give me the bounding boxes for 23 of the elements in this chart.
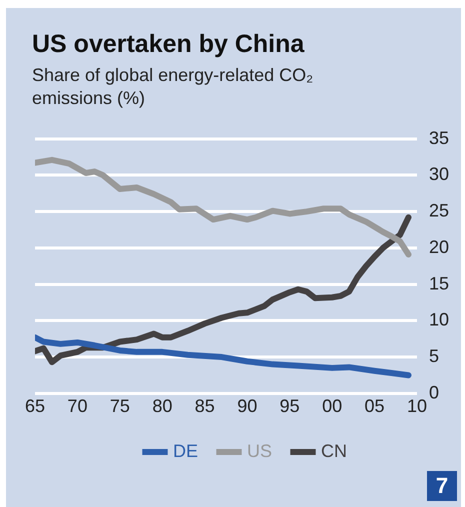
y-tick-label: 20 bbox=[428, 236, 450, 257]
text: 7 bbox=[427, 471, 457, 501]
x-tick-label: 05 bbox=[364, 396, 385, 416]
x-tick-label: 00 bbox=[322, 396, 342, 416]
chart-title: US overtaken by China bbox=[32, 30, 304, 59]
chart-subtitle: Share of global energy-related CO₂ emissions (%) bbox=[32, 64, 314, 110]
x-tick-label: 90 bbox=[237, 396, 258, 416]
x-tick-label: 80 bbox=[152, 396, 172, 416]
x-tick-label: 65 bbox=[24, 396, 46, 416]
legend-label: US bbox=[247, 440, 272, 461]
y-tick-label: 5 bbox=[428, 346, 439, 366]
legend-label: CN bbox=[321, 440, 348, 461]
y-tick-label: 25 bbox=[428, 200, 450, 221]
x-tick-label: 85 bbox=[194, 396, 215, 416]
x-tick-label: 70 bbox=[67, 396, 88, 416]
legend-label: DE bbox=[172, 440, 198, 461]
y-tick-label: 15 bbox=[428, 273, 450, 294]
x-tick-label: 95 bbox=[280, 396, 300, 416]
y-tick-label: 0 bbox=[428, 382, 439, 402]
y-tick-label: 10 bbox=[428, 310, 450, 330]
x-tick-label: 75 bbox=[110, 396, 130, 416]
y-tick-label: 30 bbox=[428, 164, 450, 184]
y-tick-label: 35 bbox=[428, 128, 450, 148]
